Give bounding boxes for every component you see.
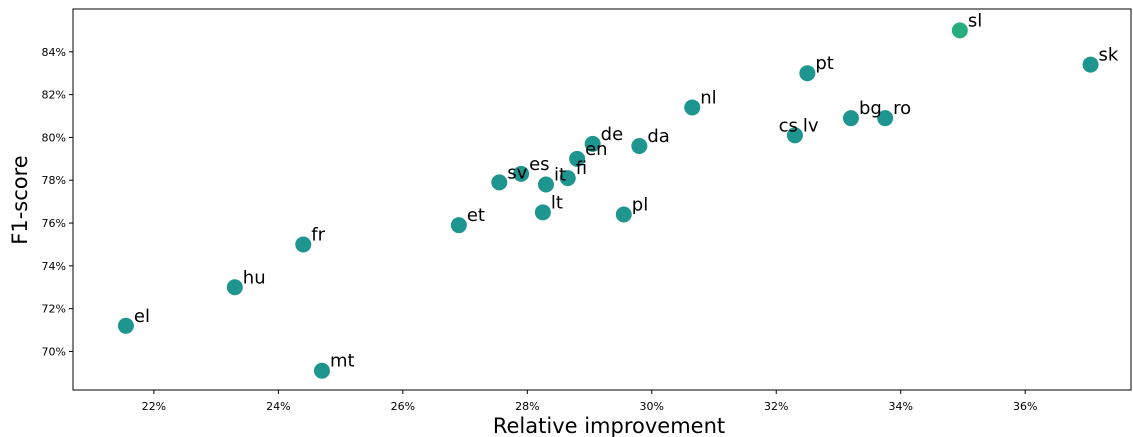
x-tick-label: 30% [640, 400, 664, 413]
point-label-ro: ro [893, 98, 911, 119]
x-tick-label: 28% [515, 400, 539, 413]
point-label-nl: nl [700, 87, 716, 108]
y-tick-label: 74% [42, 260, 66, 273]
point-label-de: de [601, 124, 624, 145]
x-axis-label: Relative improvement [493, 414, 725, 437]
point-label-lt: lt [551, 192, 563, 213]
point-label-lv: lv [803, 115, 819, 136]
point-label-pt: pt [815, 53, 833, 74]
point-label-hu: hu [243, 267, 266, 288]
x-tick-label: 36% [1013, 400, 1037, 413]
point-label-pl: pl [632, 194, 648, 215]
point-label-fr: fr [311, 224, 325, 245]
point-label-da: da [647, 126, 669, 147]
data-point-pt [799, 65, 816, 82]
point-label-sv: sv [507, 162, 527, 183]
y-tick-label: 76% [42, 217, 66, 230]
y-tick-label: 80% [42, 131, 66, 144]
data-point-el [117, 317, 134, 334]
data-point-fi [559, 170, 576, 187]
x-tick-label: 34% [889, 400, 913, 413]
data-point-pl [615, 206, 632, 223]
data-point-fr [295, 236, 312, 253]
x-tick-label: 26% [391, 400, 415, 413]
x-tick-label: 24% [266, 400, 290, 413]
data-point-hu [226, 279, 243, 296]
x-tick-label: 32% [764, 400, 788, 413]
point-label-el: el [134, 306, 150, 327]
point-label-it: it [554, 165, 566, 186]
data-point-lv [786, 127, 803, 144]
x-axis-ticks: 22% 24% 26% 28% 30% 32% 34% 36% [142, 390, 1037, 413]
data-point-da [631, 137, 648, 154]
point-label-cs: cs [779, 115, 798, 136]
data-point-sk [1082, 56, 1099, 73]
point-label-es: es [529, 154, 549, 175]
data-point-es [513, 165, 530, 182]
data-point-it [537, 176, 554, 193]
data-point-nl [684, 99, 701, 116]
data-points [117, 22, 1099, 379]
y-tick-label: 78% [42, 174, 66, 187]
y-axis-ticks: 70% 72% 74% 76% 78% 80% 82% 84% [42, 46, 73, 358]
point-label-en: en [585, 139, 607, 160]
x-tick-label: 22% [142, 400, 166, 413]
data-point-sv [491, 174, 508, 191]
data-point-mt [313, 362, 330, 379]
y-tick-label: 84% [42, 46, 66, 59]
data-point-bg [842, 110, 859, 127]
point-label-et: et [467, 205, 485, 226]
data-point-de [584, 135, 601, 152]
data-point-et [450, 217, 467, 234]
point-label-bg: bg [859, 98, 882, 119]
point-label-mt: mt [330, 351, 355, 372]
y-tick-label: 82% [42, 89, 66, 102]
point-label-sl: sl [968, 10, 982, 31]
point-label-sk: sk [1099, 45, 1119, 66]
data-point-ro [877, 110, 894, 127]
data-point-en [569, 150, 586, 167]
data-point-lt [534, 204, 551, 221]
y-tick-label: 72% [42, 303, 66, 316]
y-axis-label: F1-score [8, 155, 32, 244]
plot-area [72, 8, 1132, 391]
y-tick-label: 70% [42, 345, 66, 358]
point-label-fi: fi [576, 158, 587, 179]
data-point-sl [951, 22, 968, 39]
